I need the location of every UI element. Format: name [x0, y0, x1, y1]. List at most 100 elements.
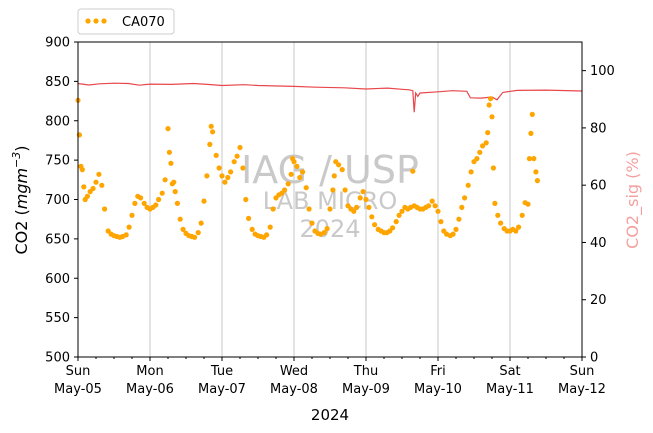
data-point	[159, 190, 165, 196]
data-point	[324, 226, 330, 232]
data-point	[138, 195, 144, 201]
data-point	[396, 212, 402, 218]
data-point	[168, 160, 174, 166]
x-tick-label: Thu	[353, 364, 378, 379]
data-point	[207, 141, 213, 147]
y-tick-label: 600	[45, 272, 70, 287]
data-point	[459, 204, 465, 210]
data-point	[363, 196, 369, 203]
data-point	[198, 220, 204, 226]
data-point	[300, 169, 306, 175]
x-tick-label: May-06	[126, 382, 174, 397]
y-tick-label: 550	[45, 311, 70, 326]
data-point	[426, 203, 432, 209]
data-point	[519, 212, 525, 218]
y-axis-label-suffix: )	[12, 145, 31, 151]
legend: CA070	[77, 8, 175, 35]
data-point	[330, 187, 336, 193]
x-tick-label: May-11	[486, 382, 534, 397]
data-point	[90, 185, 96, 192]
data-point	[489, 114, 495, 120]
data-point	[429, 198, 435, 204]
data-point	[366, 204, 372, 210]
y-tick-label: 750	[45, 154, 70, 169]
x-tick-label: Wed	[280, 364, 308, 379]
legend-label: CA070	[122, 15, 165, 30]
data-point	[240, 165, 246, 171]
data-point	[102, 206, 108, 212]
x-tick-label: Sun	[570, 364, 595, 379]
data-point	[477, 149, 483, 155]
data-point	[468, 169, 474, 175]
y2-tick-label: 100	[590, 64, 615, 79]
data-point	[201, 198, 207, 204]
data-point	[79, 167, 85, 173]
y-tick-label: 850	[45, 75, 70, 90]
legend-marker	[85, 18, 91, 24]
y2-tick-label: 40	[590, 236, 607, 251]
data-point	[456, 216, 462, 222]
data-point	[529, 111, 535, 117]
data-point	[126, 224, 132, 230]
data-point	[450, 231, 456, 237]
data-point	[495, 212, 501, 218]
data-point	[177, 216, 183, 222]
data-point	[531, 156, 537, 162]
data-point	[393, 219, 399, 225]
data-point	[174, 200, 180, 206]
x-tick-label: Fri	[430, 364, 446, 379]
data-point	[462, 195, 468, 201]
data-point	[438, 219, 444, 225]
data-point	[96, 171, 102, 177]
y2-tick-label: 0	[590, 351, 598, 366]
data-point	[210, 129, 216, 135]
data-point	[485, 130, 491, 136]
data-point	[132, 200, 138, 206]
data-point	[219, 173, 225, 179]
data-point	[490, 165, 496, 171]
y-tick-label: 650	[45, 232, 70, 247]
data-point	[303, 185, 309, 191]
co2-series	[75, 96, 541, 240]
data-point	[228, 169, 234, 175]
data-point	[351, 208, 357, 214]
y-tick-label: 800	[45, 114, 70, 129]
data-point	[156, 196, 162, 203]
data-point	[513, 228, 519, 234]
data-point	[222, 179, 228, 185]
data-point	[267, 224, 273, 230]
data-point	[399, 208, 405, 214]
x-tick-label: Mon	[136, 364, 163, 379]
x-tick-label: May-12	[558, 382, 606, 397]
x-axis-label: 2024	[311, 406, 349, 424]
x-tick-label: May-05	[54, 382, 102, 397]
data-point	[99, 182, 105, 188]
y-tick-label: 900	[45, 36, 70, 51]
data-point	[534, 178, 541, 184]
data-point	[166, 149, 172, 155]
data-point	[435, 208, 441, 214]
data-point	[204, 173, 210, 179]
data-point	[410, 168, 416, 174]
data-point	[390, 225, 396, 231]
data-point	[234, 153, 240, 159]
y-axis-label-unit: mgm	[12, 168, 31, 209]
data-point	[129, 212, 135, 218]
x-tick-label: Sat	[499, 364, 520, 379]
data-point	[288, 171, 294, 177]
data-point	[369, 214, 375, 220]
y-axis-left: 500 550 600 650 700 750 800 850 900	[45, 36, 78, 366]
data-point	[339, 167, 345, 173]
data-point	[264, 232, 270, 238]
data-point	[336, 162, 342, 168]
data-point	[432, 203, 438, 209]
watermark-line-3: 2024	[299, 215, 360, 243]
data-point	[453, 226, 459, 232]
data-point	[483, 140, 489, 146]
data-point	[216, 165, 222, 171]
data-point	[306, 206, 312, 212]
legend-marker	[93, 18, 99, 24]
data-point	[480, 143, 486, 149]
data-point	[516, 224, 522, 230]
data-point	[533, 169, 539, 175]
